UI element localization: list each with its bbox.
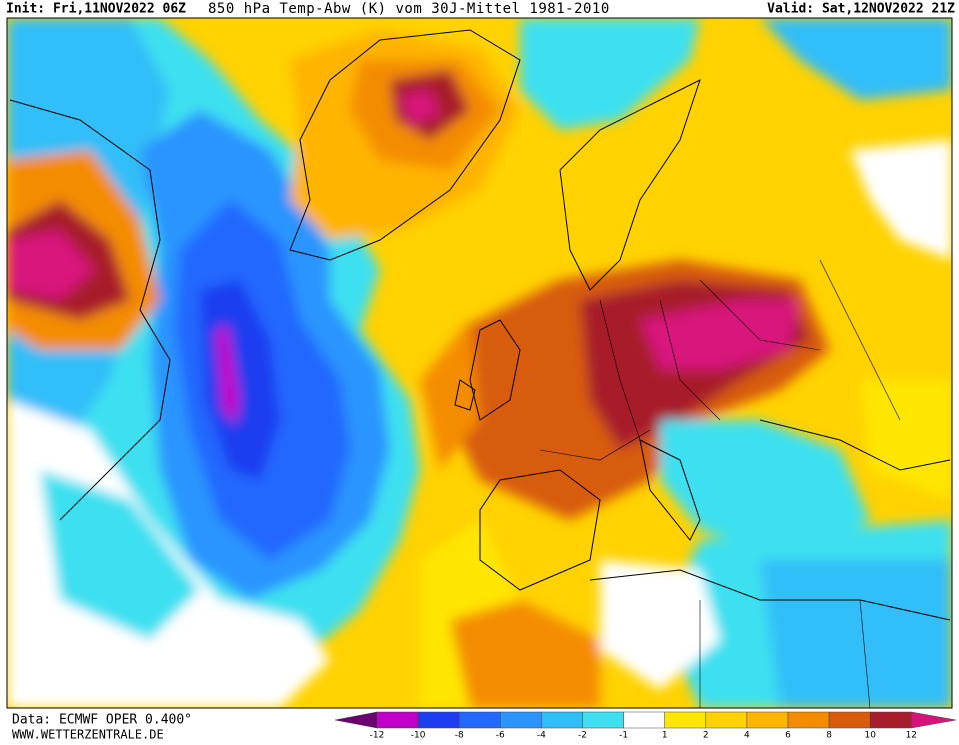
colorbar-label: 10 (864, 731, 876, 741)
colorbar-label: 6 (785, 731, 791, 741)
colorbar-label: 12 (906, 731, 917, 741)
colorbar-segment (458, 711, 501, 729)
colorbar-label: 4 (744, 731, 750, 741)
title: 850 hPa Temp-Abw (K) vom 30J-Mittel 1981… (208, 1, 610, 17)
field-shading (7, 18, 952, 708)
colorbar-segment (623, 711, 665, 729)
colorbar-segment (664, 711, 707, 729)
map-field (7, 18, 952, 708)
valid-time: Valid: Sat,12NOV2022 21Z (767, 2, 955, 17)
colorbar-label: 8 (826, 731, 832, 741)
colorbar-segment (705, 711, 748, 729)
data-source: Data: ECMWF OPER 0.400° (12, 713, 192, 728)
colorbar-label: -12 (370, 731, 385, 741)
colorbar: -12 -10 -8 -6 -4 -2 -1 1 2 4 6 8 10 12 (334, 711, 957, 741)
borders (539, 259, 901, 708)
colorbar-segment (500, 711, 542, 729)
colorbar-segment (746, 711, 789, 729)
colorbar-label: -8 (455, 731, 464, 741)
colorbar-segment (582, 711, 624, 729)
colorbar-segment (787, 711, 830, 729)
colorbar-segment (376, 711, 419, 729)
colorbar-segment (828, 711, 871, 729)
coastlines (9, 29, 951, 621)
colorbar-label: -4 (537, 731, 546, 741)
colorbar-label: 1 (662, 731, 668, 741)
site: WWW.WETTERZENTRALE.DE (12, 728, 164, 742)
colorbar-segment (541, 711, 583, 729)
colorbar-arrow (911, 711, 957, 729)
map-frame (6, 17, 953, 709)
colorbar-segment (417, 711, 460, 729)
colorbar-label: -10 (411, 731, 426, 741)
colorbar-label: -2 (578, 731, 587, 741)
colorbar-label: -1 (619, 731, 628, 741)
colorbar-label: 2 (703, 731, 709, 741)
colorbar-label: -6 (496, 731, 505, 741)
colorbar-segment (869, 711, 912, 729)
init-time: Init: Fri,11NOV2022 06Z (6, 2, 186, 17)
